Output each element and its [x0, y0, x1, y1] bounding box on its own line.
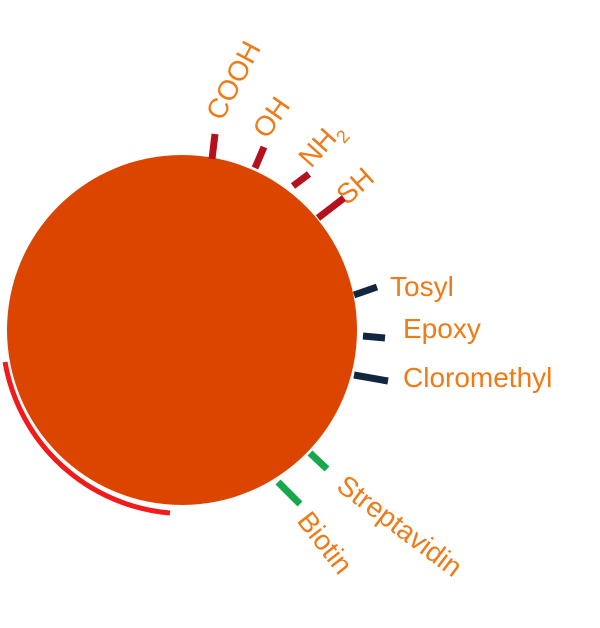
streptavidin-tick — [307, 450, 330, 472]
tosyl-label: Tosyl — [390, 271, 454, 302]
cloromethyl-label: Cloromethyl — [403, 362, 552, 393]
coating-arc — [2, 361, 171, 516]
oh-label: OH — [247, 91, 296, 143]
bead-sphere — [7, 155, 357, 505]
nh2-tick — [290, 171, 312, 189]
cooh-tick — [208, 133, 219, 160]
epoxy-label: Epoxy — [403, 313, 481, 344]
tosyl-tick — [352, 283, 379, 299]
epoxy-tick — [362, 332, 386, 342]
oh-tick — [251, 145, 268, 170]
sh-tick — [315, 195, 347, 221]
biotin-label: Biotin — [291, 506, 359, 580]
biotin-tick — [275, 479, 303, 507]
cloromethyl-tick — [353, 371, 389, 385]
nh2-label: NH2 — [292, 115, 353, 177]
